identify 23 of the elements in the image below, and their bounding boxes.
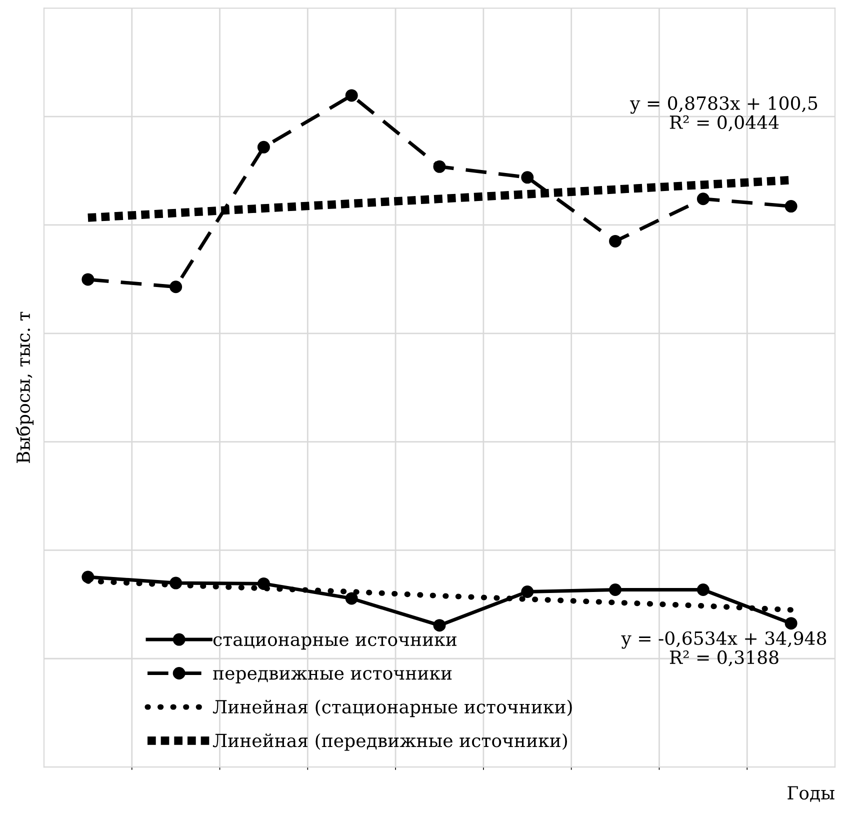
x-axis-title: Годы bbox=[788, 786, 834, 802]
point bbox=[345, 89, 358, 102]
legend-label: Линейная (стационарные источники) bbox=[212, 700, 572, 718]
point bbox=[170, 280, 182, 294]
legend-label: передвижные источники bbox=[213, 670, 452, 684]
annotation: y = 0,8783x + 100,5 R² = 0,0444 bbox=[630, 96, 818, 132]
point bbox=[521, 171, 534, 184]
point bbox=[696, 583, 710, 596]
point bbox=[433, 160, 446, 173]
point bbox=[609, 234, 622, 248]
point bbox=[257, 140, 270, 154]
y-axis-title: Выбросы, тыс. т bbox=[16, 312, 34, 464]
point bbox=[784, 200, 798, 213]
annotation: y = -0,6534x + 34,948 R² = 0,3188 bbox=[621, 631, 826, 666]
point bbox=[784, 617, 798, 630]
point bbox=[696, 192, 710, 206]
point bbox=[521, 586, 534, 598]
legend-label: стационарные источники bbox=[213, 636, 456, 650]
point bbox=[433, 619, 446, 632]
point bbox=[609, 583, 622, 596]
point bbox=[345, 592, 358, 605]
legend-label: Линейная (передвижные источники) bbox=[212, 733, 567, 751]
point bbox=[82, 273, 94, 286]
